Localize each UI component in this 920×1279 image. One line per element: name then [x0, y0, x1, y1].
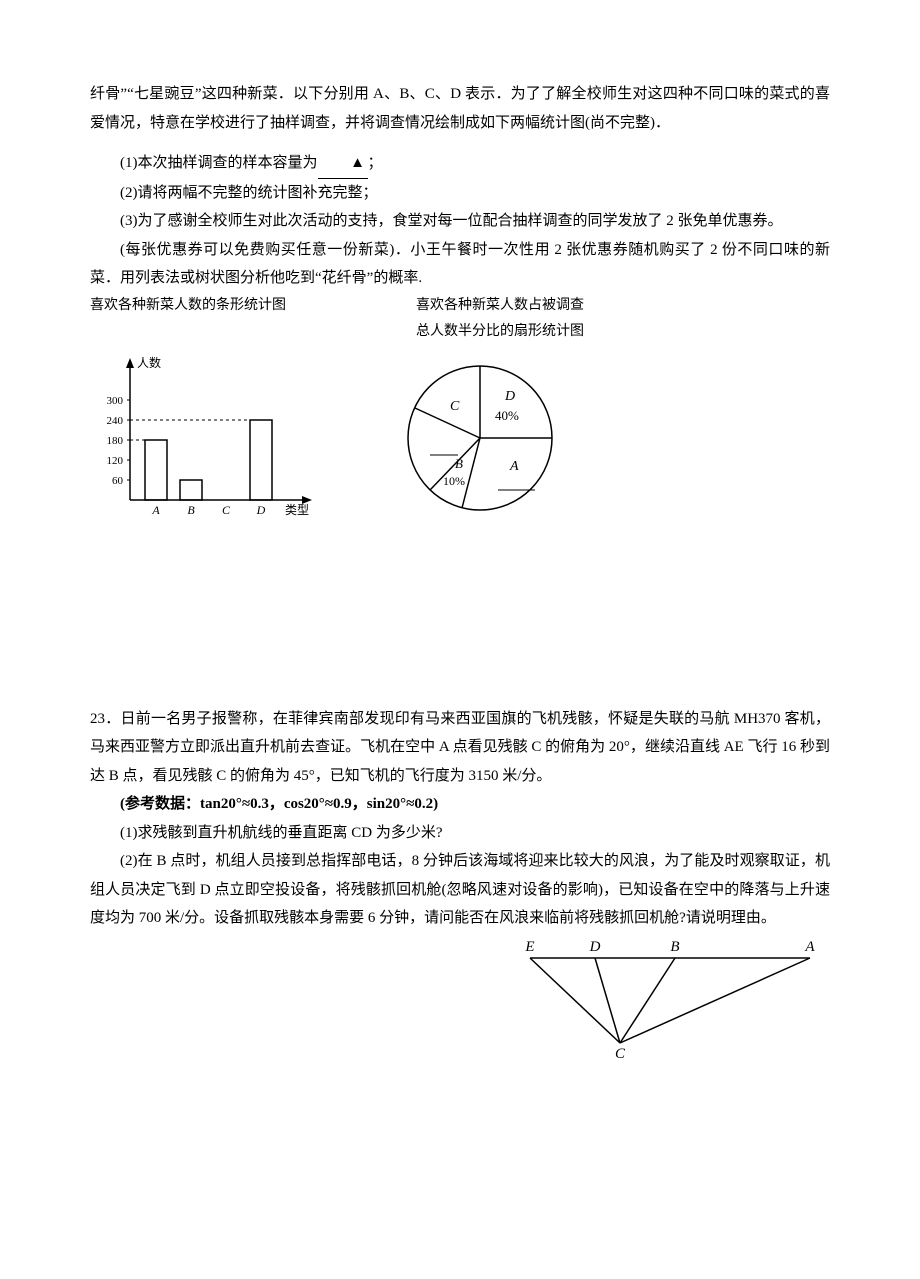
- point-label: A: [804, 939, 815, 955]
- geometry-figure: E D B A C: [510, 933, 830, 1063]
- point-label: C: [615, 1046, 626, 1062]
- pie-chart-title: 喜欢各种新菜人数占被调查 总人数半分比的扇形统计图: [370, 293, 630, 346]
- q23-sub1: (1)求残骸到直升机航线的垂直距离 CD 为多少米?: [90, 819, 830, 848]
- pie-pct: 10%: [443, 474, 465, 488]
- pie-chart: D 40% C B 10% A: [380, 350, 580, 525]
- pie-label: A: [509, 459, 519, 474]
- bar-chart-title: 喜欢各种新菜人数的条形统计图: [90, 293, 350, 346]
- xcat: D: [256, 503, 266, 517]
- ytick: 300: [107, 395, 124, 407]
- q22-sub2: (2)请将两幅不完整的统计图补充完整；: [90, 179, 830, 208]
- y-axis-label: 人数: [137, 355, 161, 370]
- charts-section: 喜欢各种新菜人数的条形统计图 喜欢各种新菜人数占被调查 总人数半分比的扇形统计图…: [90, 293, 830, 525]
- q22-sub1-pre: (1)本次抽样调查的样本容量为: [120, 155, 318, 171]
- q22-sub3: (3)为了感谢全校师生对此次活动的支持，食堂对每一位配合抽样调查的同学发放了 2…: [90, 207, 830, 236]
- ytick: 240: [107, 415, 124, 427]
- point-label: B: [670, 939, 679, 955]
- x-axis-label: 类型: [285, 503, 309, 517]
- bar-b: [180, 480, 202, 500]
- q22-intro: 纤骨”“七星豌豆”这四种新菜．以下分别用 A、B、C、D 表示．为了了解全校师生…: [90, 80, 830, 137]
- xcat: B: [187, 503, 195, 517]
- xcat: A: [151, 503, 160, 517]
- bar-a: [145, 440, 167, 500]
- bar-chart: 人数 类型 60 120 180 240 300 A B C D: [90, 350, 320, 525]
- fill-blank: ▲: [318, 149, 368, 179]
- q22-sub1: (1)本次抽样调查的样本容量为▲；: [90, 149, 830, 179]
- bar-d: [250, 420, 272, 500]
- q22-sub1-post: ；: [368, 155, 383, 171]
- xcat: C: [222, 503, 231, 517]
- point-label: D: [589, 939, 601, 955]
- pie-label: D: [504, 389, 515, 404]
- q23-number: 23．: [90, 711, 120, 727]
- q23-sub2: (2)在 B 点时，机组人员接到总指挥部电话，8 分钟后该海域将迎来比较大的风浪…: [90, 847, 830, 933]
- ytick: 60: [112, 475, 124, 487]
- q23-reference: (参考数据：tan20°≈0.3，cos20°≈0.9，sin20°≈0.2): [90, 790, 830, 819]
- pie-title-line2: 总人数半分比的扇形统计图: [416, 324, 584, 339]
- point-label: E: [524, 939, 534, 955]
- chart-titles-row: 喜欢各种新菜人数的条形统计图 喜欢各种新菜人数占被调查 总人数半分比的扇形统计图: [90, 293, 830, 346]
- ytick: 180: [107, 435, 124, 447]
- q23-body: 23．日前一名男子报警称，在菲律宾南部发现印有马来西亚国旗的飞机残骸，怀疑是失联…: [90, 705, 830, 791]
- pie-label: B: [455, 456, 463, 471]
- pie-pct: 40%: [495, 408, 519, 423]
- q23-body1: 日前一名男子报警称，在菲律宾南部发现印有马来西亚国旗的飞机残骸，怀疑是失联的马航…: [90, 711, 830, 784]
- pie-title-line1: 喜欢各种新菜人数占被调查: [416, 298, 584, 313]
- pie-label: C: [450, 399, 460, 414]
- question-23: 23．日前一名男子报警称，在菲律宾南部发现印有马来西亚国旗的飞机残骸，怀疑是失联…: [90, 705, 830, 1063]
- ytick: 120: [107, 455, 124, 467]
- q22-sub3-cont: (每张优惠券可以免费购买任意一份新菜)．小王午餐时一次性用 2 张优惠券随机购买…: [90, 236, 830, 293]
